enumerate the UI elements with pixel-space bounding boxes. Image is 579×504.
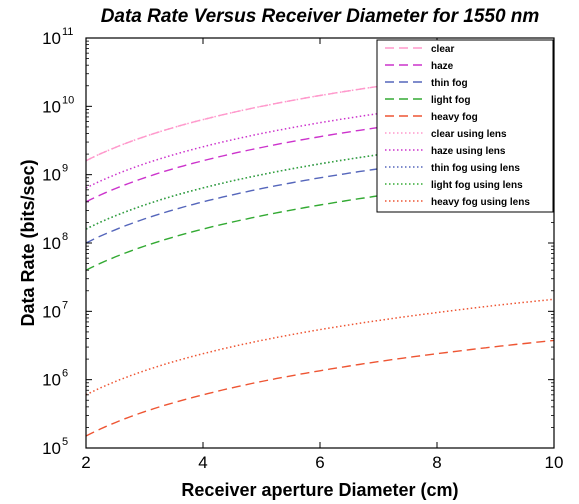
legend-items: clear haze thin fog light fog heavy fog clear… (385, 44, 530, 208)
chart-title: Data Rate Versus Receiver Diameter for 1… (101, 6, 540, 27)
x-tick-label: 2 (81, 453, 90, 472)
legend-label-0: clear (431, 44, 454, 55)
y-tick-label: 10 (42, 302, 61, 321)
series-line-2 (85, 146, 555, 244)
legend-label-2: thin fog (431, 78, 468, 89)
y-tick-exponent: 11 (62, 26, 73, 38)
legend-label-4: heavy fog (431, 112, 478, 123)
series-line-9 (85, 298, 555, 396)
y-tick-label: 10 (42, 97, 61, 116)
y-tick-label: 10 (42, 234, 61, 253)
y-tick-exponent: 7 (62, 299, 68, 311)
legend-label-7: thin fog using lens (431, 163, 520, 174)
series-line-0 (85, 64, 555, 162)
x-tick-label: 10 (545, 453, 564, 472)
legend-label-6: haze using lens (431, 146, 506, 157)
y-tick-exponent: 6 (62, 368, 68, 380)
legend-label-3: light fog (431, 95, 470, 106)
x-tick-label: 8 (432, 453, 441, 472)
legend-label-5: clear using lens (431, 129, 507, 140)
series-line-1 (85, 105, 555, 203)
y-tick-label: 10 (42, 29, 61, 48)
y-tick-label: 10 (42, 371, 61, 390)
series-line-4 (85, 339, 555, 437)
y-tick-exponent: 9 (62, 163, 68, 175)
y-tick-label: 10 (42, 166, 61, 185)
x-tick-label: 4 (198, 453, 207, 472)
y-tick-exponent: 8 (62, 231, 68, 243)
legend-label-8: light fog using lens (431, 180, 523, 191)
x-axis-label: Receiver aperture Diameter (cm) (181, 480, 458, 500)
x-tick-label: 6 (315, 453, 324, 472)
legend: clear haze thin fog light fog heavy fog clear… (376, 39, 554, 213)
y-tick-exponent: 10 (62, 94, 74, 106)
y-tick-label: 10 (42, 439, 61, 458)
y-tick-exponent: 5 (62, 436, 68, 448)
y-axis-label: Data Rate (bits/sec) (18, 159, 38, 326)
legend-label-9: heavy fog using lens (431, 197, 530, 208)
series-line-3 (85, 174, 555, 271)
legend-label-1: haze (431, 61, 454, 72)
